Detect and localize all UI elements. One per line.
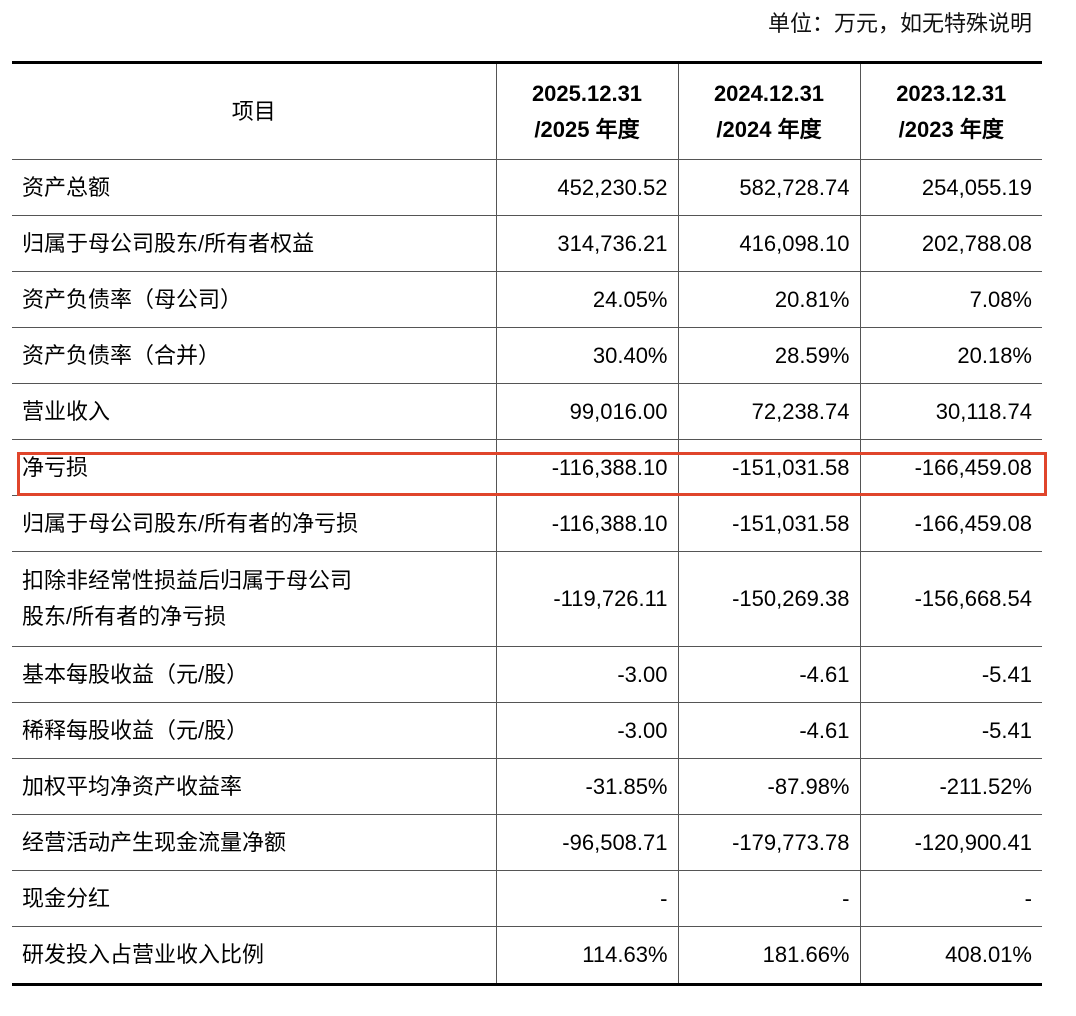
cell-2023: -120,900.41: [859, 814, 1042, 871]
cell-2025: 314,736.21: [495, 215, 678, 272]
header-period-2025: 2025.12.31 /2025 年度: [495, 62, 678, 160]
cell-2024: 72,238.74: [677, 383, 860, 440]
cell-2025: 114.63%: [495, 926, 678, 985]
table-row-total-assets: 资产总额 452,230.52 582,728.74 254,055.19: [12, 159, 1042, 216]
cell-2025: 99,016.00: [495, 383, 678, 440]
row-label: 现金分红: [12, 870, 496, 927]
financial-table: 项目 2025.12.31 /2025 年度 2024.12.31 /2024 …: [12, 61, 1042, 986]
row-label-line1: 扣除非经常性损益后归属于母公司: [22, 568, 353, 593]
row-label: 资产负债率（合并）: [12, 327, 496, 384]
table-row-debt-ratio-consolidated: 资产负债率（合并） 30.40% 28.59% 20.18%: [12, 327, 1042, 384]
cell-2023: -5.41: [859, 646, 1042, 703]
cell-2024: 582,728.74: [677, 159, 860, 216]
cell-2025: -119,726.11: [495, 551, 678, 647]
header-period-date: 2025.12.31: [531, 80, 643, 106]
row-label: 基本每股收益（元/股）: [12, 646, 496, 703]
cell-2024: -4.61: [677, 702, 860, 759]
cell-2024: 416,098.10: [677, 215, 860, 272]
unit-note: 单位：万元，如无特殊说明: [767, 11, 1032, 36]
row-label-line2: 股东/所有者的净亏损: [22, 604, 227, 629]
table-row-diluted-eps: 稀释每股收益（元/股） -3.00 -4.61 -5.41: [12, 702, 1042, 759]
row-label: 归属于母公司股东/所有者的净亏损: [12, 495, 496, 552]
cell-2023: 20.18%: [859, 327, 1042, 384]
row-label: 加权平均净资产收益率: [12, 758, 496, 815]
cell-2023: -156,668.54: [859, 551, 1042, 647]
header-period-year: /2023 年度: [898, 116, 1004, 142]
cell-2025: -3.00: [495, 646, 678, 703]
cell-2023: 254,055.19: [859, 159, 1042, 216]
header-period-2023: 2023.12.31 /2023 年度: [859, 62, 1042, 160]
cell-2025: -3.00: [495, 702, 678, 759]
table-row-basic-eps: 基本每股收益（元/股） -3.00 -4.61 -5.41: [12, 646, 1042, 703]
cell-2024: -: [677, 870, 860, 927]
cell-2023: 7.08%: [859, 271, 1042, 328]
cell-2024: -87.98%: [677, 758, 860, 815]
table-row-net-loss-excl-nonrecurring: 扣除非经常性损益后归属于母公司 股东/所有者的净亏损 -119,726.11 -…: [12, 551, 1042, 647]
header-period-year: /2025 年度: [534, 116, 640, 142]
header-period-date: 2023.12.31: [896, 80, 1007, 106]
row-label: 净亏损: [12, 439, 496, 496]
row-label: 资产负债率（母公司）: [12, 271, 496, 328]
cell-2023: -211.52%: [859, 758, 1042, 815]
cell-2024: 28.59%: [677, 327, 860, 384]
row-label: 归属于母公司股东/所有者权益: [12, 215, 496, 272]
header-period-year: /2024 年度: [716, 116, 822, 142]
cell-2023: -166,459.08: [859, 495, 1042, 552]
cell-2023: 202,788.08: [859, 215, 1042, 272]
cell-2025: -116,388.10: [495, 495, 678, 552]
cell-2023: 30,118.74: [859, 383, 1042, 440]
table-header-row: 项目 2025.12.31 /2025 年度 2024.12.31 /2024 …: [12, 62, 1042, 160]
cell-2024: 181.66%: [677, 926, 860, 985]
cell-2024: -151,031.58: [677, 439, 860, 496]
table-row-net-loss-attributable: 归属于母公司股东/所有者的净亏损 -116,388.10 -151,031.58…: [12, 495, 1042, 552]
cell-2025: -96,508.71: [495, 814, 678, 871]
cell-2025: 30.40%: [495, 327, 678, 384]
table-row-operating-cash-flow: 经营活动产生现金流量净额 -96,508.71 -179,773.78 -120…: [12, 814, 1042, 871]
cell-2023: 408.01%: [859, 926, 1042, 985]
cell-2023: -5.41: [859, 702, 1042, 759]
row-label: 资产总额: [12, 159, 496, 216]
row-label: 扣除非经常性损益后归属于母公司 股东/所有者的净亏损: [12, 551, 496, 647]
header-period-2024: 2024.12.31 /2024 年度: [677, 62, 860, 160]
cell-2024: -151,031.58: [677, 495, 860, 552]
header-item: 项目: [12, 62, 496, 160]
cell-2024: -150,269.38: [677, 551, 860, 647]
cell-2025: 24.05%: [495, 271, 678, 328]
cell-2025: 452,230.52: [495, 159, 678, 216]
cell-2024: -4.61: [677, 646, 860, 703]
table-row-debt-ratio-parent: 资产负债率（母公司） 24.05% 20.81% 7.08%: [12, 271, 1042, 328]
cell-2023: -: [859, 870, 1042, 927]
cell-2023: -166,459.08: [859, 439, 1042, 496]
row-label: 稀释每股收益（元/股）: [12, 702, 496, 759]
row-label: 研发投入占营业收入比例: [12, 926, 496, 985]
table-row-net-loss: 净亏损 -116,388.10 -151,031.58 -166,459.08: [12, 439, 1042, 496]
table-row-cash-dividend: 现金分红 - - -: [12, 870, 1042, 927]
header-period-date: 2024.12.31: [713, 80, 825, 106]
cell-2024: 20.81%: [677, 271, 860, 328]
table-row-weighted-roe: 加权平均净资产收益率 -31.85% -87.98% -211.52%: [12, 758, 1042, 815]
row-label: 经营活动产生现金流量净额: [12, 814, 496, 871]
table-row-revenue: 营业收入 99,016.00 72,238.74 30,118.74: [12, 383, 1042, 440]
table-row-equity: 归属于母公司股东/所有者权益 314,736.21 416,098.10 202…: [12, 215, 1042, 272]
cell-2025: -31.85%: [495, 758, 678, 815]
row-label: 营业收入: [12, 383, 496, 440]
cell-2025: -116,388.10: [495, 439, 678, 496]
cell-2024: -179,773.78: [677, 814, 860, 871]
cell-2025: -: [495, 870, 678, 927]
table-row-rd-ratio: 研发投入占营业收入比例 114.63% 181.66% 408.01%: [12, 926, 1042, 985]
